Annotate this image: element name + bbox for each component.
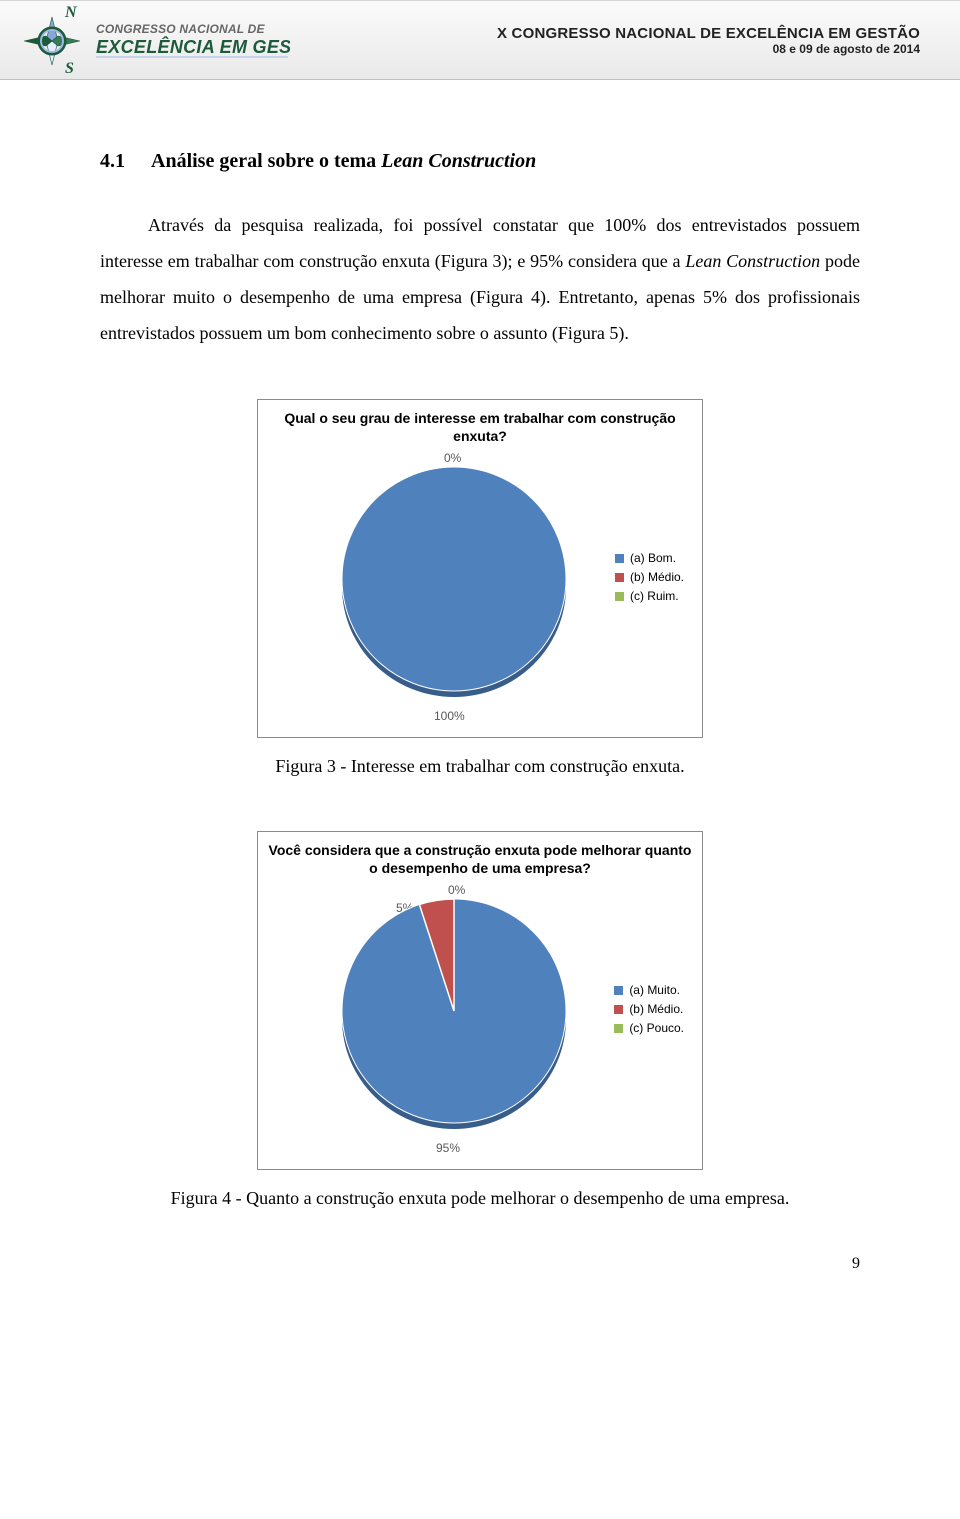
legend-label: (c) Ruim. xyxy=(630,589,679,603)
chart-1-container: Qual o seu grau de interesse em trabalha… xyxy=(257,399,703,738)
figure-3-caption: Figura 3 - Interesse em trabalhar com co… xyxy=(100,756,860,777)
chart-2-plot-area: 0% 5% 95% (a) Muito. xyxy=(266,883,694,1159)
chart-2-legend: (a) Muito. (b) Médio. (c) Pouco. xyxy=(614,983,684,1040)
brand-top-line: CONGRESSO NACIONAL DE xyxy=(96,22,265,36)
brand-main-line: EXCELÊNCIA EM GESTÃO xyxy=(96,36,290,57)
section-number: 4.1 xyxy=(100,150,125,173)
header-title: X CONGRESSO NACIONAL DE EXCELÊNCIA EM GE… xyxy=(497,25,920,42)
header-right-block: X CONGRESSO NACIONAL DE EXCELÊNCIA EM GE… xyxy=(497,25,920,56)
chart-2-pie-svg xyxy=(334,891,574,1131)
chart-1-pie-svg xyxy=(334,459,574,699)
compass-s-label: S xyxy=(65,60,74,77)
legend-item: (a) Muito. xyxy=(614,983,684,997)
figure-4-block: Você considera que a construção enxuta p… xyxy=(100,831,860,1209)
chart-2-label-bottom: 95% xyxy=(436,1141,460,1155)
brand-logo: N S CONGRESSO NACIONAL DE EXCELÊNCIA EM … xyxy=(10,3,290,84)
figure-4-caption: Figura 4 - Quanto a construção enxuta po… xyxy=(100,1188,860,1209)
legend-label: (a) Muito. xyxy=(629,983,680,997)
compass-n-label: N xyxy=(64,4,78,21)
legend-label: (b) Médio. xyxy=(629,1002,683,1016)
legend-swatch xyxy=(614,1024,623,1033)
legend-item: (b) Médio. xyxy=(615,570,684,584)
legend-item: (c) Pouco. xyxy=(614,1021,684,1035)
legend-swatch xyxy=(615,554,624,563)
legend-item: (b) Médio. xyxy=(614,1002,684,1016)
chart-2-container: Você considera que a construção enxuta p… xyxy=(257,831,703,1170)
page-number: 9 xyxy=(0,1219,960,1293)
legend-swatch xyxy=(615,573,624,582)
figure-3-block: Qual o seu grau de interesse em trabalha… xyxy=(100,399,860,777)
page-header: N S CONGRESSO NACIONAL DE EXCELÊNCIA EM … xyxy=(0,0,960,90)
chart-1-pie xyxy=(334,459,574,704)
header-subtitle: 08 e 09 de agosto de 2014 xyxy=(497,42,920,56)
section-heading: 4.1 Análise geral sobre o tema Lean Const… xyxy=(100,150,860,173)
chart-2-title: Você considera que a construção enxuta p… xyxy=(266,842,694,877)
legend-swatch xyxy=(614,986,623,995)
compass-logo-svg: N S CONGRESSO NACIONAL DE EXCELÊNCIA EM … xyxy=(10,3,290,79)
chart-1-label-bottom: 100% xyxy=(434,709,465,723)
legend-label: (a) Bom. xyxy=(630,551,676,565)
chart-1-plot-area: 0% 100% (a) Bom. (b) Médio. xyxy=(266,451,694,727)
para-italic-1: Lean Construction xyxy=(685,251,820,271)
section-title-italic: Lean Construction xyxy=(381,150,536,172)
body-paragraph: Através da pesquisa realizada, foi possí… xyxy=(100,207,860,351)
chart-1-legend: (a) Bom. (b) Médio. (c) Ruim. xyxy=(615,551,684,608)
legend-label: (b) Médio. xyxy=(630,570,684,584)
legend-label: (c) Pouco. xyxy=(629,1021,684,1035)
legend-swatch xyxy=(614,1005,623,1014)
section-title-plain: Análise geral sobre o tema xyxy=(151,150,381,172)
chart-2-pie xyxy=(334,891,574,1136)
legend-item: (c) Ruim. xyxy=(615,589,684,603)
page-content: 4.1 Análise geral sobre o tema Lean Const… xyxy=(0,90,960,1209)
chart-1-title: Qual o seu grau de interesse em trabalha… xyxy=(266,410,694,445)
legend-swatch xyxy=(615,592,624,601)
legend-item: (a) Bom. xyxy=(615,551,684,565)
